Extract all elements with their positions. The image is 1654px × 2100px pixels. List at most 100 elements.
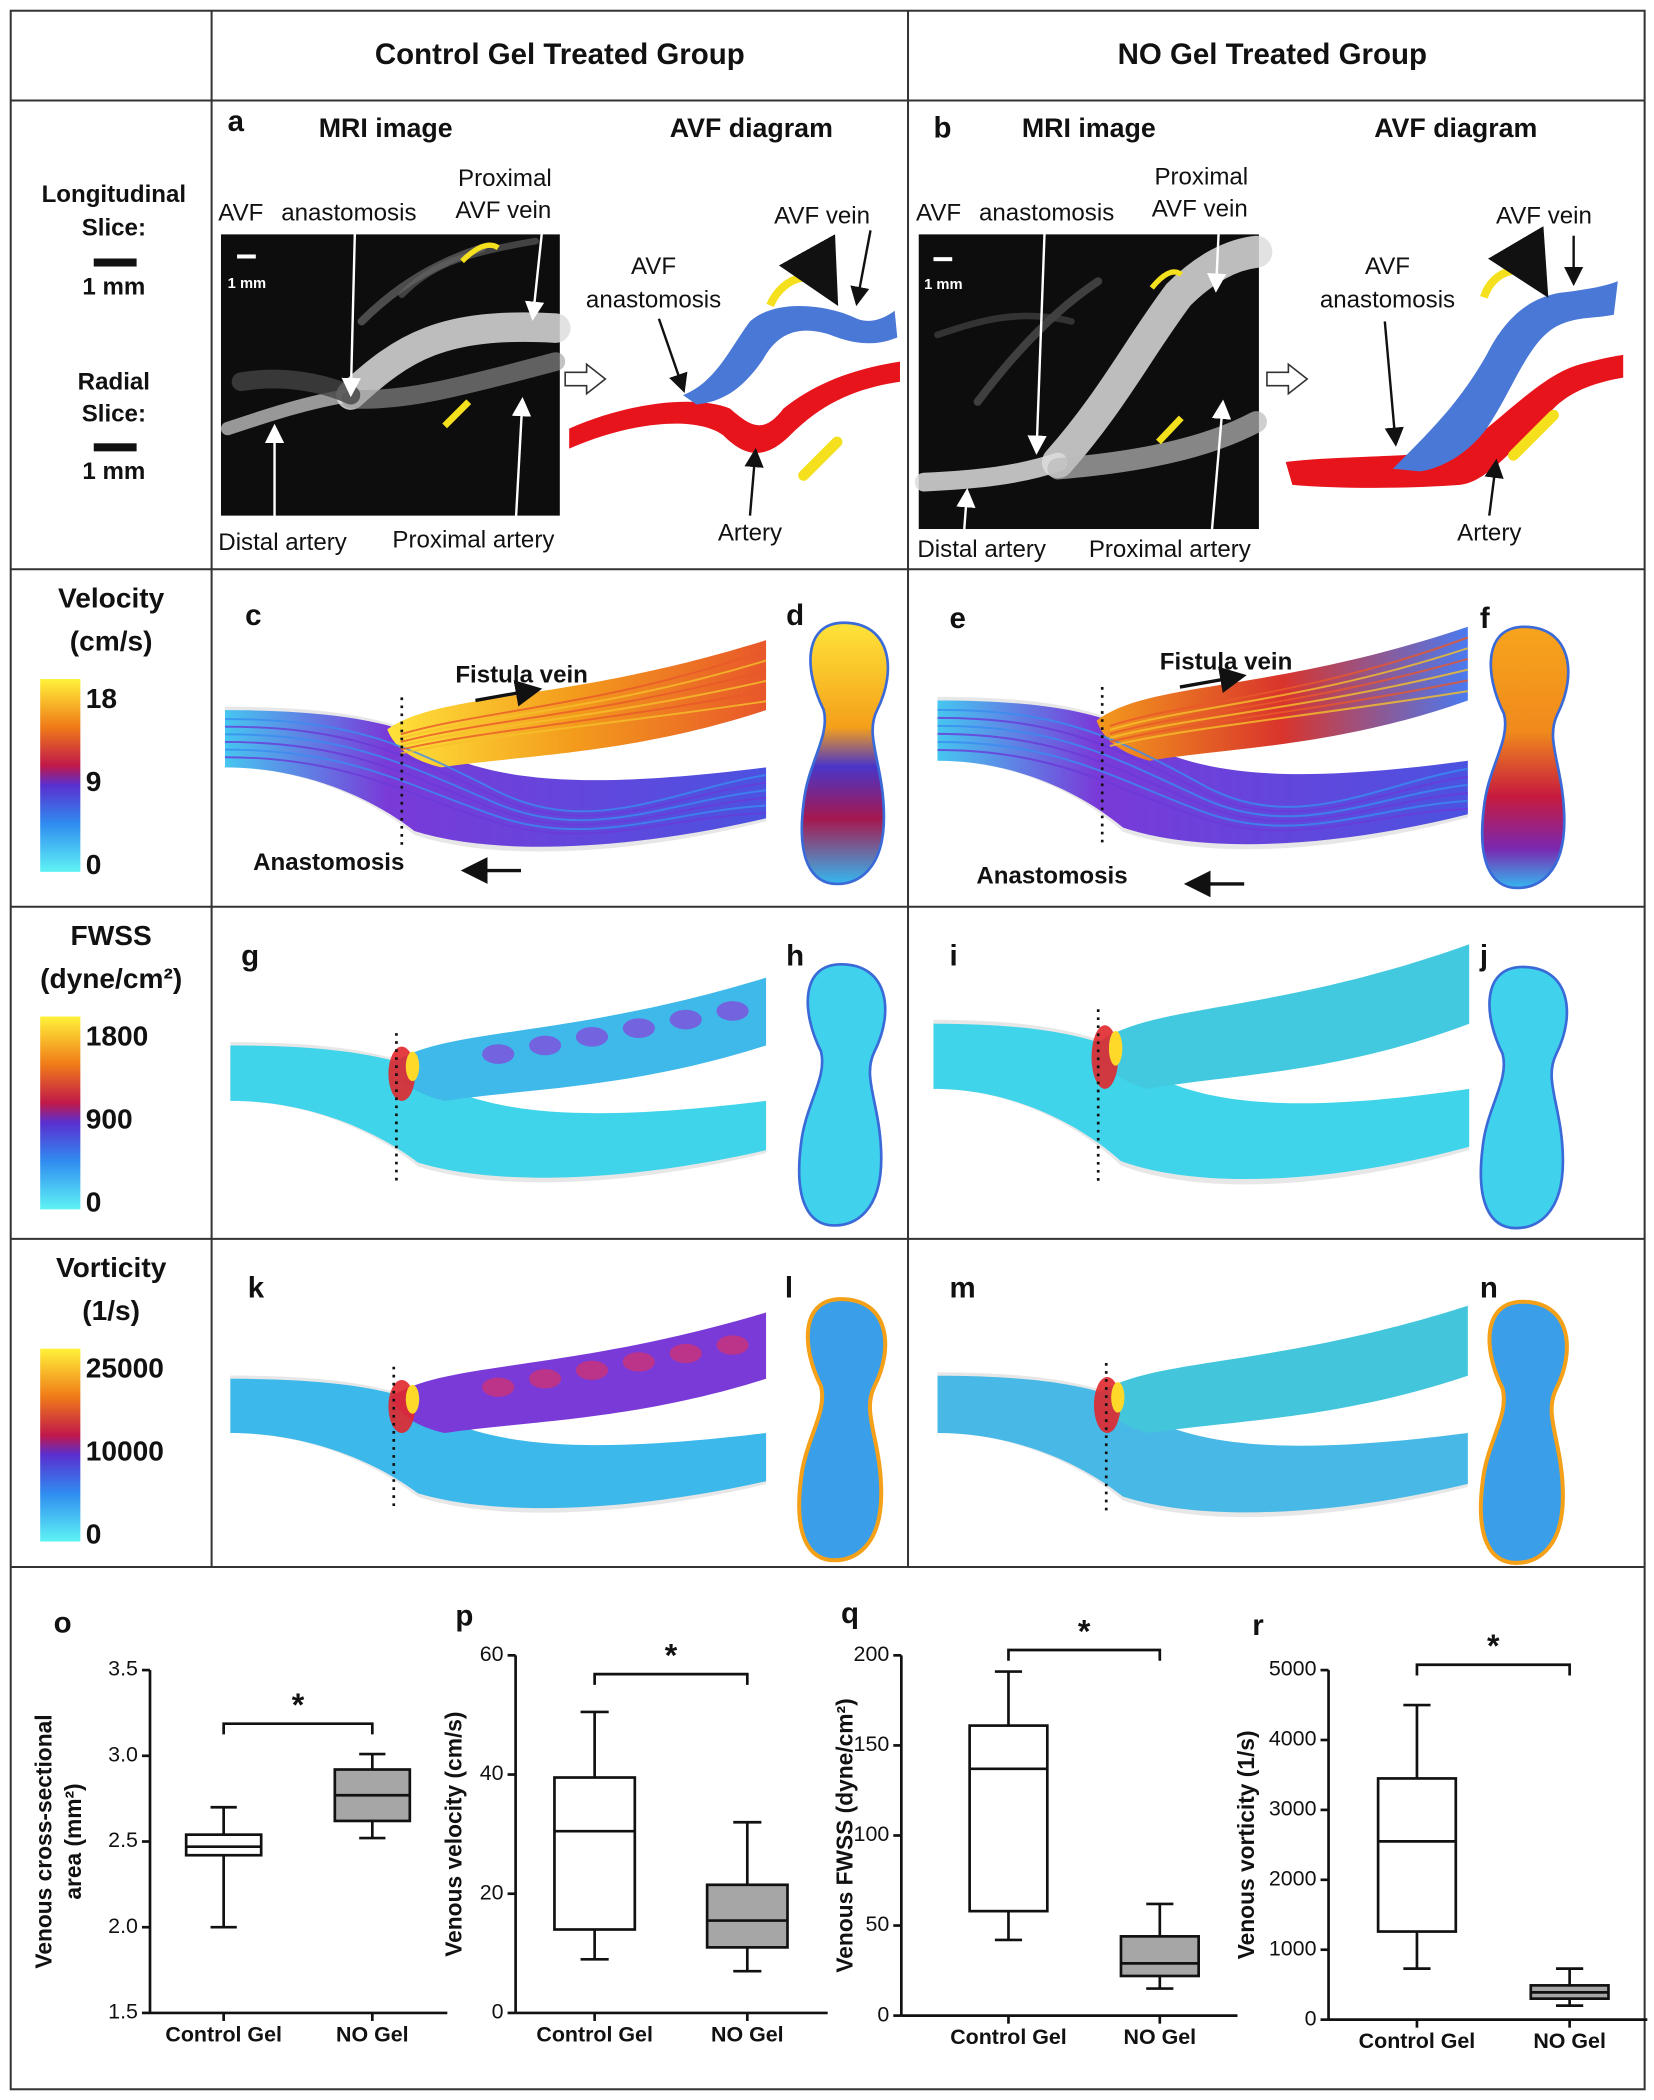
- y-tick-label: 200: [854, 1642, 890, 1666]
- vessel-model: [933, 944, 1470, 1185]
- shear-patch: [622, 1018, 655, 1039]
- panel-letter: p: [455, 1600, 473, 1633]
- frame: [9, 9, 1646, 2091]
- y-tick-label: 0: [492, 2000, 504, 2024]
- streamline: [224, 748, 767, 831]
- artery-surface: [933, 1023, 1470, 1180]
- colorbar: [40, 1348, 81, 1542]
- y-axis-label: Venous velocity (cm/s): [440, 1711, 466, 1956]
- annotation: 1 mm: [228, 276, 266, 292]
- panel-title: MRI image: [1022, 113, 1156, 143]
- streamline: [224, 718, 767, 813]
- x-tick-label: Control Gel: [1359, 2029, 1476, 2053]
- panel-title: AVF diagram: [670, 113, 833, 143]
- panel-letter: r: [1252, 1609, 1264, 1642]
- y-axis-label: Venous vorticity (1/s): [1233, 1730, 1259, 1959]
- artery-surface: [230, 1045, 767, 1178]
- y-tick-label: 150: [854, 1732, 890, 1756]
- box: [553, 1776, 637, 1931]
- panel-letter: l: [785, 1272, 793, 1305]
- mri-image: [220, 234, 571, 516]
- significance-bracket: [222, 1722, 374, 1735]
- streamline: [937, 740, 1468, 827]
- shear-patch: [575, 1026, 609, 1047]
- vessel-model: [224, 640, 767, 852]
- x-tick-label: NO Gel: [711, 2022, 784, 2046]
- row-title: (1/s): [82, 1295, 140, 1326]
- box: [1119, 1935, 1200, 1978]
- annotation: Proximal artery: [392, 526, 554, 553]
- y-tick-label: 20: [480, 1880, 504, 1904]
- annotation: anastomosis: [281, 200, 416, 227]
- streamline: [400, 669, 767, 743]
- row-title: FWSS: [71, 920, 152, 951]
- y-tick-label: 2.5: [108, 1828, 138, 1852]
- y-tick-label: 50: [865, 1912, 889, 1936]
- x-tick-label: Control Gel: [536, 2022, 653, 2046]
- shear-hotspot: [1108, 1030, 1123, 1066]
- y-tick-label: 1.5: [108, 2000, 138, 2024]
- shear-patch: [669, 1343, 702, 1364]
- annotation: Anastomosis: [976, 863, 1127, 890]
- y-tick-label: 3.5: [108, 1657, 138, 1681]
- annotation: Proximal artery: [1089, 536, 1251, 563]
- y-tick-label: 0: [877, 2002, 889, 2026]
- scale-bar: [93, 443, 137, 452]
- annotation: AVF: [916, 200, 961, 227]
- y-axis-label: Venous FWSS (dyne/cm²): [831, 1698, 857, 1972]
- x-tick-label: NO Gel: [336, 2022, 409, 2046]
- y-tick-label: 5000: [1269, 1657, 1317, 1681]
- panel-letter: j: [1479, 939, 1488, 972]
- colorbar-tick-label: 0: [86, 849, 102, 880]
- panel-letter: q: [841, 1597, 859, 1630]
- annotation: 1 mm: [924, 277, 962, 293]
- streamline: [937, 724, 1468, 818]
- shear-hotspot: [1111, 1382, 1125, 1413]
- box: [1376, 1777, 1458, 1933]
- y-tick-label: 3.0: [108, 1742, 138, 1766]
- scale-label: Slice:: [82, 214, 146, 241]
- streamline: [224, 733, 767, 822]
- annotation: AVF: [631, 253, 676, 280]
- vein-surface: [1096, 1305, 1468, 1434]
- annotation: Proximal: [458, 165, 552, 192]
- colorbar-tick-label: 18: [86, 683, 117, 714]
- scale-label: Slice:: [82, 401, 146, 428]
- streamline: [400, 690, 767, 751]
- annotation: Proximal: [1154, 163, 1248, 190]
- artery-surface: [937, 700, 1468, 845]
- shear-patch: [529, 1369, 562, 1389]
- column-header: NO Gel Treated Group: [1118, 38, 1427, 71]
- panel-letter: k: [248, 1272, 265, 1305]
- avf-diagram: [442, 234, 900, 481]
- streamline: [224, 725, 767, 817]
- panel-letter: n: [1480, 1272, 1498, 1305]
- panel-letter: e: [950, 602, 966, 635]
- panel-letter: o: [54, 1606, 72, 1639]
- scale-bar: [93, 258, 137, 267]
- shear-hotspot: [405, 1051, 420, 1082]
- shear-patch: [716, 1001, 749, 1021]
- mri-image: [914, 234, 1273, 530]
- x-tick-label: NO Gel: [1533, 2029, 1606, 2053]
- shear-patch: [482, 1044, 515, 1064]
- annotation: Artery: [718, 520, 782, 547]
- streamline: [1109, 690, 1468, 747]
- y-tick-label: 60: [480, 1642, 504, 1666]
- panel-letter: m: [950, 1272, 976, 1305]
- column-header: Control Gel Treated Group: [375, 38, 745, 71]
- significance-bracket: [1007, 1648, 1162, 1661]
- significance-label: *: [1487, 1628, 1500, 1664]
- streamline: [400, 659, 767, 740]
- vein-surface: [1096, 626, 1468, 761]
- scale-label: Longitudinal: [42, 181, 187, 208]
- vein-surface: [387, 640, 767, 768]
- streamline: [224, 756, 767, 835]
- streamline: [1109, 636, 1469, 727]
- shear-hotspot: [405, 1384, 420, 1414]
- significance-bracket: [593, 1672, 749, 1685]
- scale-label: 1 mm: [82, 458, 145, 485]
- annotation: AVF vein: [455, 197, 551, 224]
- artery-surface: [937, 1375, 1468, 1513]
